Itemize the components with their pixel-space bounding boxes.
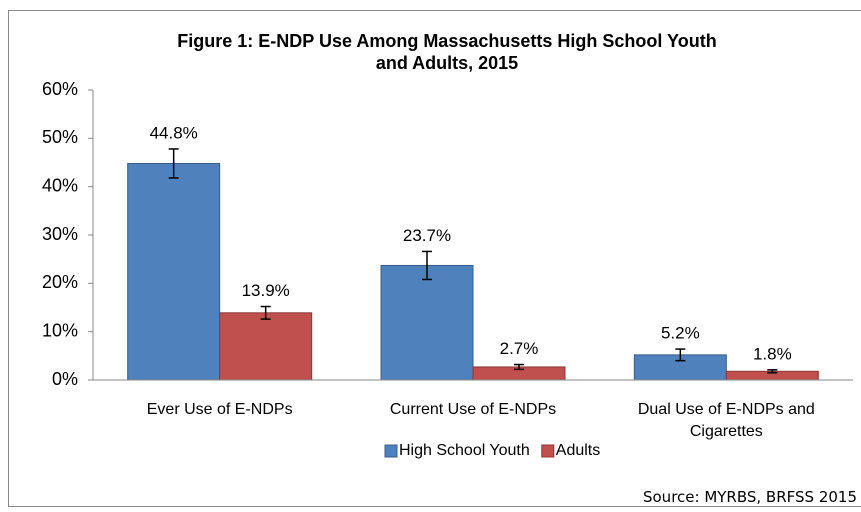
y-tick-label: 40%: [42, 175, 78, 195]
x-tick-label: Current Use of E-NDPs: [389, 401, 557, 418]
y-tick-label: 30%: [42, 224, 78, 244]
y-tick-label: 50%: [42, 127, 78, 147]
bar: [219, 312, 313, 381]
x-tick-label: Ever Use of E-NDPs: [146, 401, 293, 418]
legend-label: Adults: [556, 442, 600, 459]
y-tick-label: 0%: [52, 369, 78, 389]
legend-swatch: [541, 444, 555, 458]
source-note: Source: MYRBS, BRFSS 2015: [642, 488, 857, 506]
data-label: 23.7%: [403, 226, 451, 245]
y-tick-label: 20%: [42, 272, 78, 292]
bar: [127, 162, 221, 381]
y-tick-label: 10%: [42, 320, 78, 340]
data-label: 13.9%: [242, 281, 290, 300]
data-label: 2.7%: [500, 339, 539, 358]
data-label: 1.8%: [753, 344, 792, 363]
x-tick-label: Dual Use of E-NDPs and Cigarettes: [637, 401, 815, 440]
y-tick-label: 60%: [42, 79, 78, 99]
data-label: 44.8%: [150, 123, 198, 142]
legend-swatch: [384, 444, 398, 458]
legend-label: High School Youth: [399, 442, 530, 459]
chart-title: Figure 1: E-NDP Use Among Massachusetts …: [177, 31, 717, 73]
bar: [380, 264, 474, 381]
data-label: 5.2%: [661, 324, 700, 343]
chart-frame: [8, 10, 861, 507]
